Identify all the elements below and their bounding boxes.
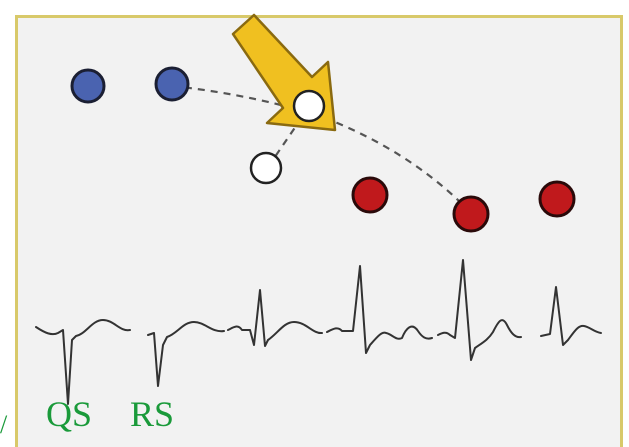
label-rs: RS [130, 394, 175, 434]
blue-dot-1 [70, 68, 106, 104]
red-dot-3 [538, 180, 576, 218]
white-dot-lower [249, 151, 283, 185]
waveform-3 [227, 289, 323, 347]
waveform-1 [35, 319, 131, 405]
white-dot-upper [292, 89, 326, 123]
label-qs: QS [46, 394, 93, 434]
red-dot-2 [452, 195, 490, 233]
blue-dot-2 [154, 66, 190, 102]
waveform-6 [540, 286, 602, 346]
edge-mark: / [0, 410, 8, 439]
waveform-4 [326, 265, 433, 354]
red-dot-1 [351, 176, 389, 214]
waveform-2 [147, 321, 225, 387]
waveform-5 [437, 259, 522, 361]
